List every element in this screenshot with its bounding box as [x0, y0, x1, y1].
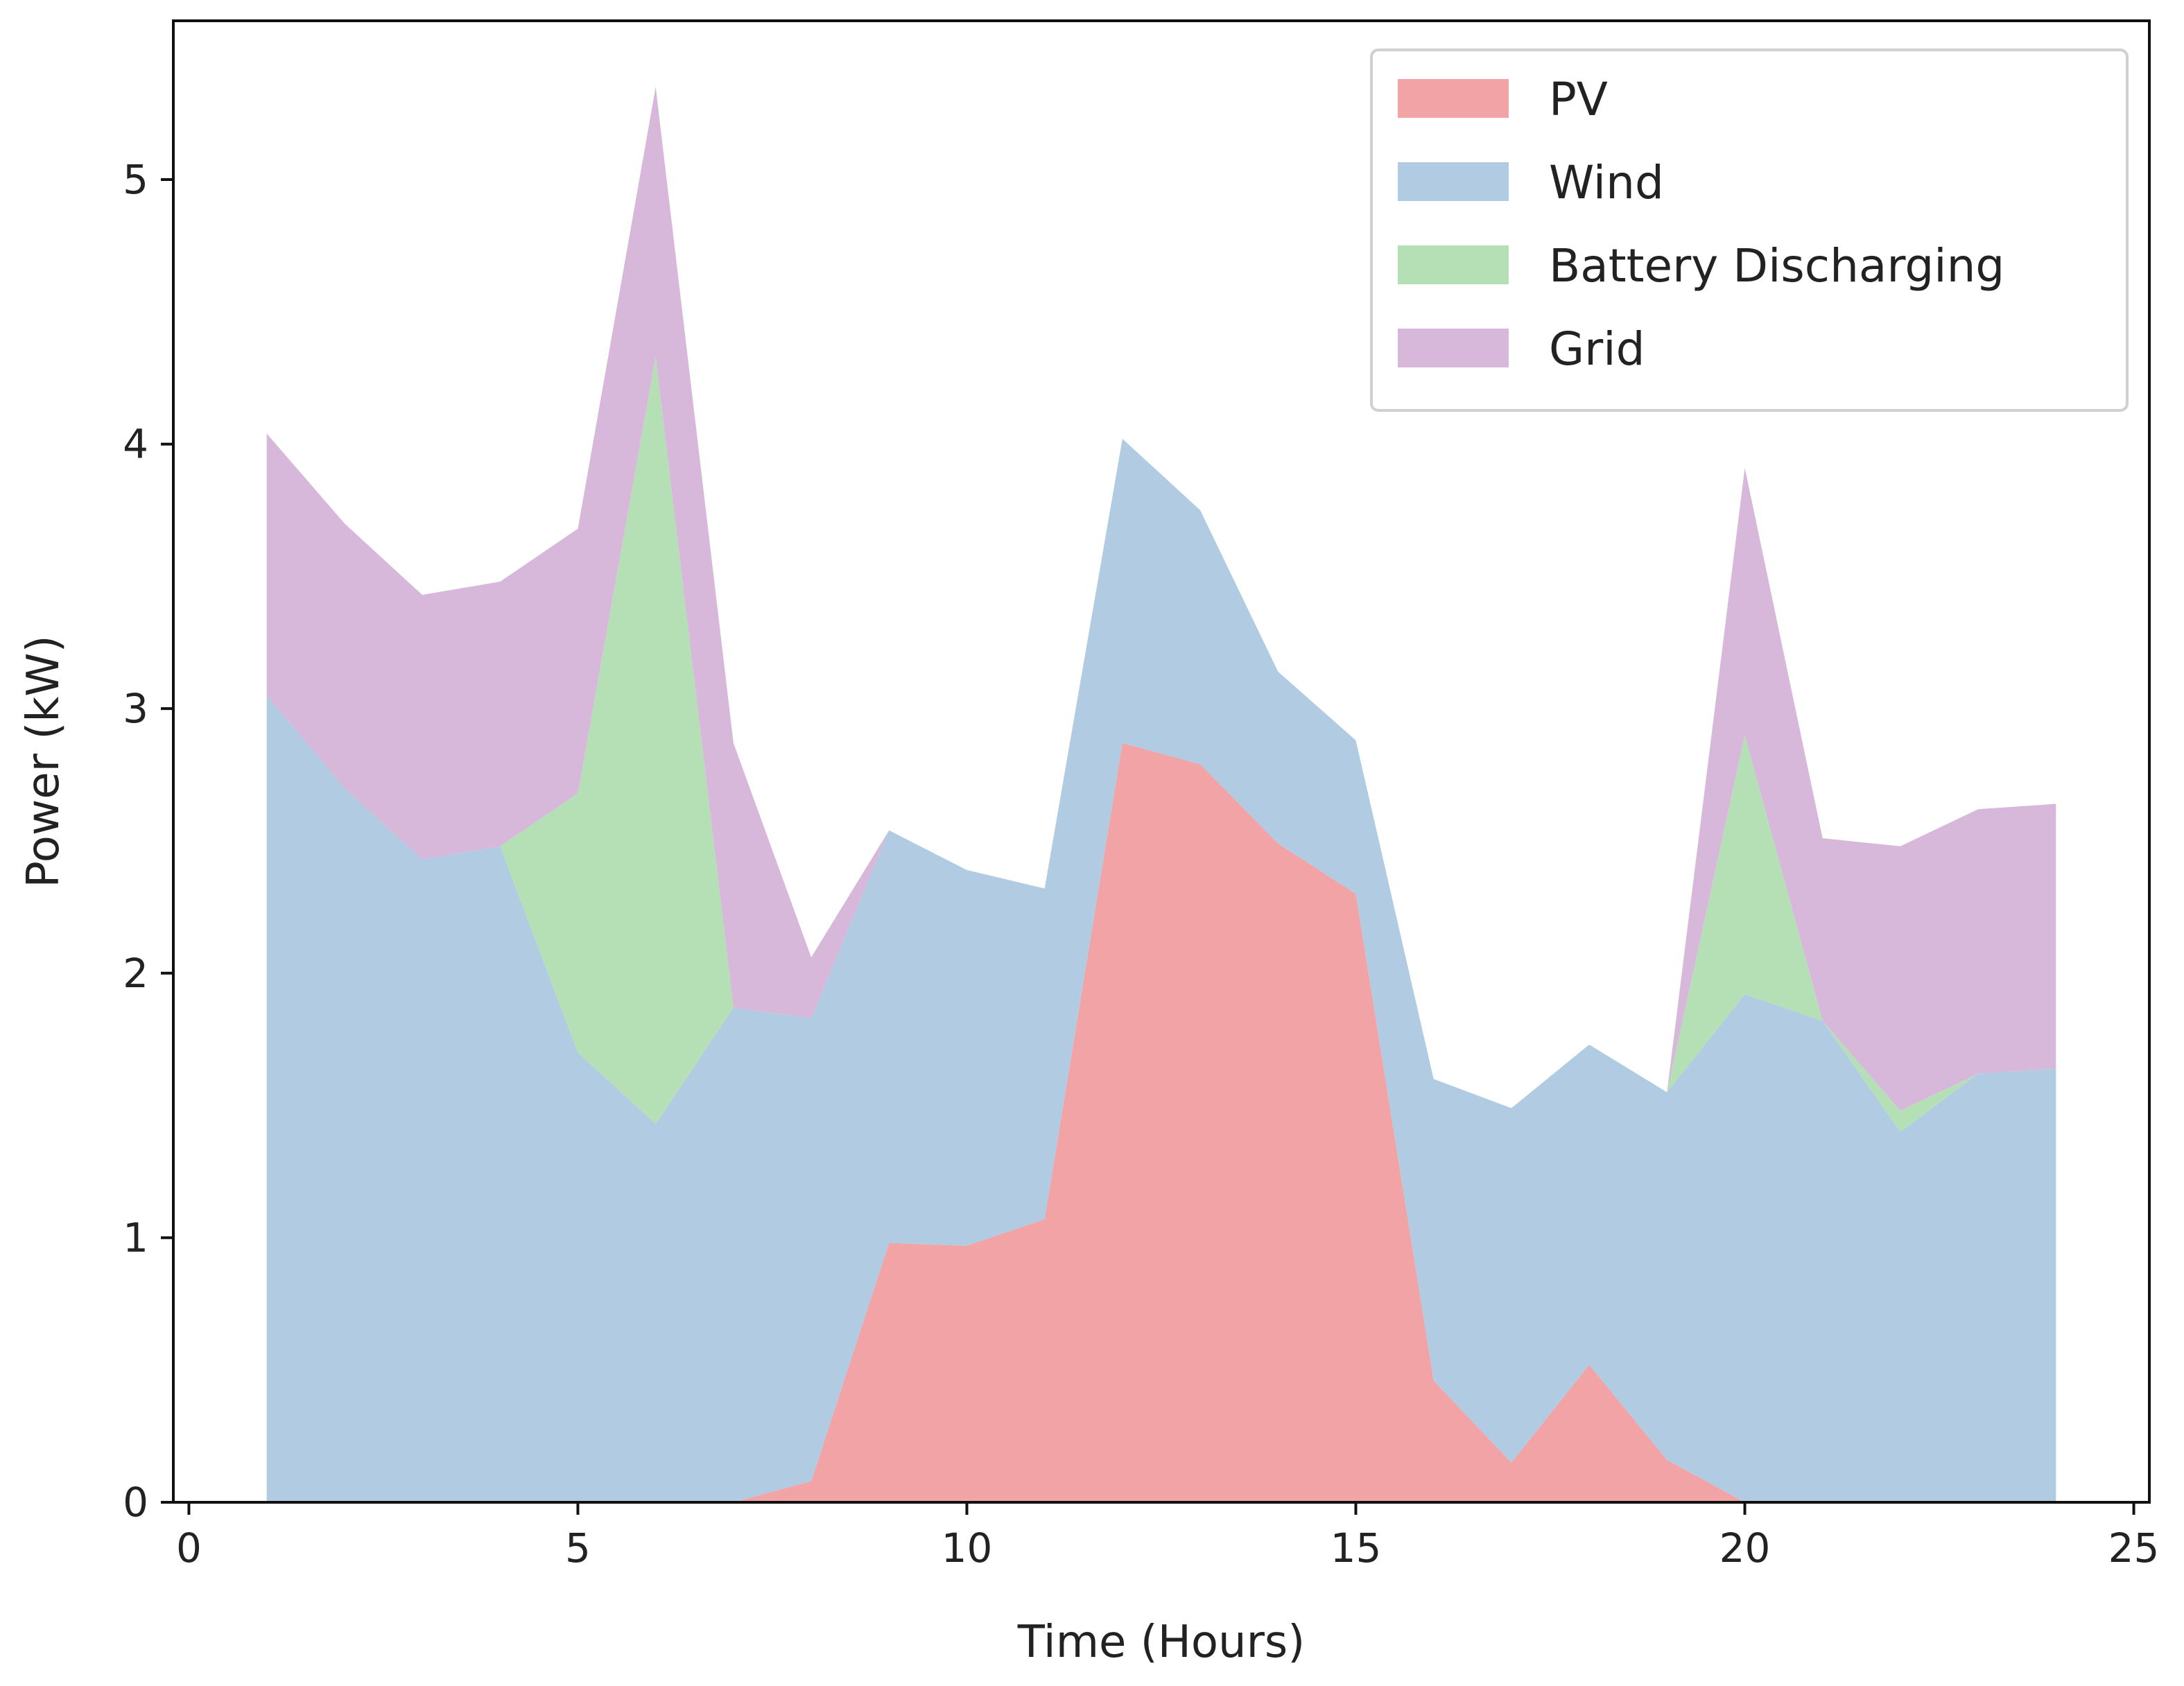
legend: PV Wind Battery Discharging Grid: [1370, 49, 2129, 412]
legend-label-battery-discharging: Battery Discharging: [1549, 239, 2004, 293]
legend-label-grid: Grid: [1549, 322, 1645, 376]
area-pv: [266, 742, 2056, 1502]
legend-box: [1370, 49, 2129, 412]
x-tick-label: 0: [176, 1524, 202, 1572]
legend-label-pv: PV: [1549, 73, 1608, 126]
legend-label-wind: Wind: [1549, 156, 1664, 209]
x-axis-ticks: 0 5 10 15 20 25: [176, 1502, 2159, 1572]
area-wind: [266, 438, 2056, 1503]
area-battery-discharging: [266, 356, 2056, 1132]
legend-swatch-battery-discharging: [1398, 245, 1509, 284]
legend-swatch-pv: [1398, 79, 1509, 118]
x-tick-label: 20: [1719, 1524, 1771, 1572]
x-tick-label: 15: [1331, 1524, 1382, 1572]
y-tick-label: 4: [123, 421, 148, 468]
plot-frame: [172, 19, 2151, 1504]
y-tick-label: 0: [123, 1479, 148, 1526]
y-tick-label: 2: [123, 950, 148, 997]
y-tick-label: 3: [123, 685, 148, 732]
y-axis-label: Power (kW): [18, 635, 69, 887]
y-tick-label: 5: [123, 156, 148, 203]
x-axis-label: Time (Hours): [1017, 1617, 1305, 1668]
x-tick-label: 25: [2108, 1524, 2160, 1572]
y-tick-label: 1: [123, 1214, 148, 1261]
y-axis-ticks: 0 1 2 3 4 5: [123, 156, 173, 1526]
legend-swatch-grid: [1398, 329, 1509, 367]
legend-swatch-wind: [1398, 162, 1509, 201]
x-tick-label: 10: [942, 1524, 993, 1572]
area-layers: [266, 87, 2056, 1503]
area-grid: [266, 87, 2056, 1111]
x-tick-label: 5: [565, 1524, 591, 1572]
